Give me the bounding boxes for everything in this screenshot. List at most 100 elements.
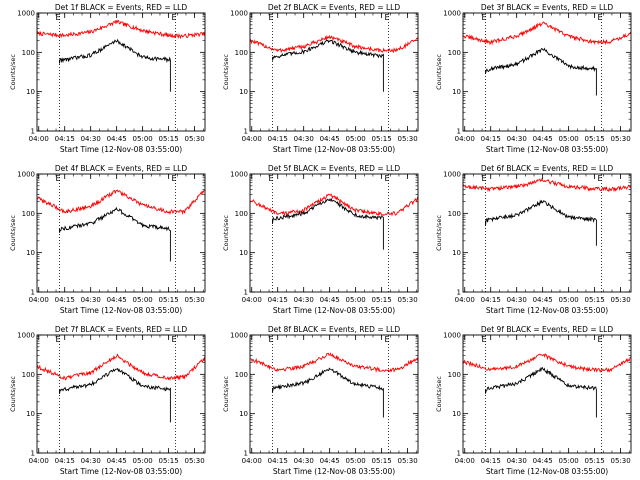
y-tick-label: 10 — [26, 88, 35, 96]
x-tick-label: 05:15 — [372, 457, 392, 465]
plot-frame — [462, 173, 632, 293]
x-tick-label: 04:15 — [268, 457, 288, 465]
series-line-black — [59, 206, 171, 262]
chart-panel-1: Det 1f BLACK = Events, RED = LLD Counts/s… — [9, 3, 206, 154]
y-tick-label: 1 — [457, 289, 461, 297]
x-tick-label: 05:30 — [398, 296, 418, 304]
x-tick-label: 05:30 — [185, 457, 205, 465]
y-tick-label: 10 — [452, 410, 461, 418]
y-tick-label: 1 — [31, 128, 35, 136]
x-tick-label: 04:00 — [455, 296, 475, 304]
series-line-black — [272, 197, 384, 250]
series-line-red — [249, 352, 419, 373]
y-tick-label: 1000 — [230, 332, 248, 340]
x-tick-label: 04:30 — [81, 457, 101, 465]
y-tick-label: 1000 — [17, 10, 35, 18]
event-marker-label: E — [172, 174, 177, 183]
x-tick-label: 05:15 — [159, 135, 179, 143]
y-tick-label: 10 — [239, 410, 248, 418]
x-tick-label: 04:45 — [533, 457, 553, 465]
y-tick-label: 1000 — [230, 171, 248, 179]
series-line-red — [249, 193, 419, 217]
chart-panel-5: Det 5f BLACK = Events, RED = LLD Counts/s… — [222, 164, 419, 315]
y-axis-label: Counts/sec — [222, 215, 230, 251]
y-tick-label: 10 — [26, 410, 35, 418]
chart-title: Det 3f BLACK = Events, RED = LLD — [481, 3, 614, 12]
y-tick-label: 1 — [457, 450, 461, 458]
event-marker-label: E — [269, 335, 274, 344]
y-tick-label: 1 — [244, 450, 248, 458]
chart-title: Det 9f BLACK = Events, RED = LLD — [481, 325, 614, 334]
chart-panel-4: Det 4f BLACK = Events, RED = LLD Counts/s… — [9, 164, 206, 315]
event-marker-label: E — [482, 13, 487, 22]
x-tick-label: 04:00 — [242, 135, 262, 143]
plot-frame — [36, 334, 206, 454]
x-tick-label: 04:15 — [481, 296, 501, 304]
x-tick-label: 04:00 — [29, 457, 49, 465]
y-tick-label: 100 — [448, 210, 461, 218]
x-tick-label: 05:30 — [185, 135, 205, 143]
x-axis-label: Start Time (12-Nov-08 03:55:00) — [60, 306, 182, 315]
x-tick-label: 04:00 — [242, 296, 262, 304]
y-tick-label: 100 — [235, 371, 248, 379]
x-tick-label: 04:45 — [107, 135, 127, 143]
y-tick-label: 10 — [452, 249, 461, 257]
x-tick-label: 05:30 — [611, 457, 631, 465]
x-tick-label: 05:15 — [585, 457, 605, 465]
series-line-black — [485, 366, 597, 418]
x-tick-label: 05:00 — [133, 135, 153, 143]
x-tick-label: 05:30 — [611, 135, 631, 143]
series-line-black — [485, 199, 597, 246]
chart-title: Det 2f BLACK = Events, RED = LLD — [268, 3, 401, 12]
x-tick-label: 05:30 — [185, 296, 205, 304]
series-line-red — [462, 21, 632, 46]
y-tick-label: 100 — [235, 49, 248, 57]
x-tick-label: 05:15 — [585, 296, 605, 304]
x-tick-label: 04:30 — [81, 135, 101, 143]
y-tick-label: 1 — [244, 128, 248, 136]
x-tick-label: 05:30 — [398, 457, 418, 465]
x-tick-label: 04:45 — [320, 457, 340, 465]
x-tick-label: 04:15 — [268, 135, 288, 143]
event-marker-label: E — [598, 335, 603, 344]
x-tick-label: 04:15 — [55, 457, 75, 465]
y-tick-label: 1000 — [17, 332, 35, 340]
event-marker-label: E — [482, 174, 487, 183]
x-axis-label: Start Time (12-Nov-08 03:55:00) — [273, 306, 395, 315]
event-marker-label: E — [385, 174, 390, 183]
x-tick-label: 04:30 — [81, 296, 101, 304]
x-tick-label: 04:30 — [507, 457, 527, 465]
x-axis-label: Start Time (12-Nov-08 03:55:00) — [60, 145, 182, 154]
event-marker-label: E — [269, 174, 274, 183]
series-line-black — [272, 39, 384, 92]
chart-title: Det 4f BLACK = Events, RED = LLD — [55, 164, 188, 173]
plot-frame — [36, 12, 206, 132]
x-axis-label: Start Time (12-Nov-08 03:55:00) — [486, 467, 608, 476]
plot-frame — [462, 12, 632, 132]
x-axis-label: Start Time (12-Nov-08 03:55:00) — [273, 467, 395, 476]
y-axis-label: Counts/sec — [9, 54, 17, 90]
x-tick-label: 04:00 — [242, 457, 262, 465]
x-tick-label: 04:30 — [294, 457, 314, 465]
x-tick-label: 04:00 — [455, 457, 475, 465]
y-tick-label: 1 — [31, 289, 35, 297]
y-axis-label: Counts/sec — [222, 376, 230, 412]
chart-title: Det 1f BLACK = Events, RED = LLD — [55, 3, 188, 12]
chart-panel-3: Det 3f BLACK = Events, RED = LLD Counts/s… — [435, 3, 632, 154]
plot-frame — [462, 334, 632, 454]
x-tick-label: 04:15 — [481, 135, 501, 143]
series-line-red — [462, 177, 632, 193]
x-tick-label: 04:45 — [320, 135, 340, 143]
chart-panel-8: Det 8f BLACK = Events, RED = LLD Counts/s… — [222, 325, 419, 476]
y-axis-label: Counts/sec — [9, 215, 17, 251]
y-tick-label: 100 — [22, 49, 35, 57]
y-tick-label: 1000 — [443, 171, 461, 179]
series-line-red — [36, 353, 206, 381]
event-marker-label: E — [269, 13, 274, 22]
x-tick-label: 05:30 — [611, 296, 631, 304]
y-axis-label: Counts/sec — [435, 376, 443, 412]
x-tick-label: 05:15 — [585, 135, 605, 143]
y-tick-label: 10 — [239, 88, 248, 96]
